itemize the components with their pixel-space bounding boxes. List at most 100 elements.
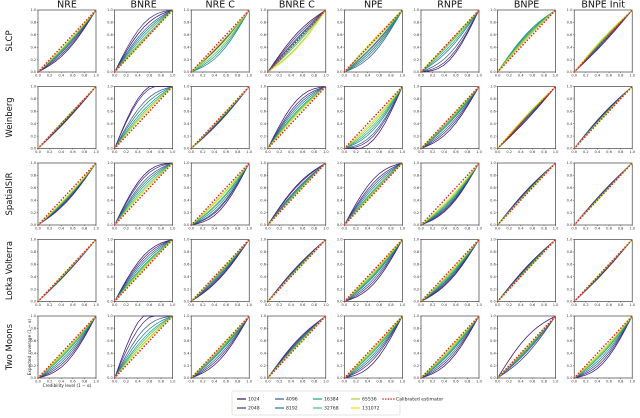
x-tick-label: 0.4 [212, 74, 218, 78]
x-tick-label: 0.0 [342, 74, 348, 78]
y-tick-label: 0.4 [413, 45, 419, 49]
x-tick-label: 0.6 [606, 227, 612, 231]
x-tick-label: 0.2 [506, 303, 512, 307]
y-tick-label: 0.0 [107, 300, 113, 304]
x-tick-label: 0.6 [147, 150, 153, 154]
y-tick-label: 1.0 [184, 85, 190, 89]
x-tick-label: 1.0 [246, 74, 252, 78]
series-line [420, 315, 480, 379]
x-tick-label: 0.0 [265, 150, 271, 154]
y-tick-label: 0.6 [490, 33, 496, 37]
column-title: BNRE [130, 0, 156, 11]
x-tick-label: 0.8 [465, 303, 471, 307]
legend-item: 65536 [351, 397, 377, 403]
series-line [114, 9, 173, 73]
x-tick-label: 0.4 [288, 380, 294, 384]
x-tick-label: 0.4 [365, 303, 371, 307]
series-line [114, 162, 173, 226]
series-line [190, 239, 250, 302]
series-line [114, 86, 173, 149]
series-line [114, 9, 173, 73]
y-tick-label: 0.6 [107, 263, 113, 267]
y-tick-label: 0.4 [260, 45, 266, 49]
x-tick-label: 0.2 [200, 303, 206, 307]
y-tick-label: 0.8 [490, 21, 496, 25]
y-tick-label: 0.0 [260, 70, 266, 74]
series-line [190, 162, 250, 226]
y-tick-label: 0.6 [184, 110, 190, 114]
y-tick-label: 0.0 [30, 70, 36, 74]
x-tick-label: 0.0 [342, 303, 348, 307]
x-tick-label: 0.4 [365, 227, 371, 231]
y-tick-label: 1.0 [30, 314, 36, 318]
y-tick-label: 1.0 [30, 238, 36, 242]
series-line [344, 86, 403, 149]
series-line [267, 9, 327, 73]
x-tick-label: 0.0 [265, 74, 271, 78]
x-tick-label: 0.6 [530, 380, 536, 384]
y-tick-label: 0.8 [107, 327, 113, 331]
series-line [497, 86, 556, 149]
y-tick-label: 0.2 [30, 287, 36, 291]
series-line [267, 162, 327, 226]
series-line [497, 315, 556, 379]
x-tick-label: 0.4 [518, 380, 524, 384]
y-tick-label: 0.8 [413, 174, 419, 178]
series-line [267, 9, 327, 73]
y-tick-label: 0.2 [30, 58, 36, 62]
x-tick-label: 0.0 [265, 380, 271, 384]
y-tick-label: 0.2 [184, 364, 190, 368]
x-tick-label: 0.4 [58, 150, 64, 154]
series-line [344, 162, 403, 226]
series-line [420, 86, 480, 149]
y-tick-label: 0.2 [184, 134, 190, 138]
y-tick-label: 0.8 [490, 327, 496, 331]
series-line [344, 9, 403, 73]
y-tick-label: 1.0 [413, 314, 419, 318]
x-tick-label: 1.0 [553, 380, 559, 384]
y-tick-label: 0.0 [184, 300, 190, 304]
y-tick-label: 0.8 [260, 21, 266, 25]
subplot: 0.00.0 0.2 0.2 0.4 0.4 0.6 0.6 0.8 0.8 1.0 1.0 [337, 85, 406, 154]
x-tick-label: 0.8 [618, 227, 624, 231]
series-line [114, 239, 173, 302]
x-tick-label: 0.2 [430, 227, 436, 231]
y-tick-label: 0.0 [337, 376, 343, 380]
y-tick-label: 0.0 [260, 376, 266, 380]
x-tick-label: 0.8 [311, 227, 317, 231]
x-tick-label: 0.2 [277, 380, 283, 384]
x-tick-label: 0.2 [506, 227, 512, 231]
y-tick-label: 0.8 [567, 250, 573, 254]
x-tick-label: 0.6 [300, 74, 306, 78]
x-tick-label: 0.4 [135, 74, 141, 78]
series-line [114, 315, 173, 379]
y-tick-label: 0.6 [337, 110, 343, 114]
y-tick-label: 0.4 [567, 351, 573, 355]
y-tick-label: 0.8 [107, 97, 113, 101]
y-tick-label: 0.2 [413, 287, 419, 291]
y-tick-label: 0.4 [107, 198, 113, 202]
x-tick-label: 0.2 [123, 150, 129, 154]
x-tick-label: 0.6 [147, 74, 153, 78]
x-tick-label: 0.8 [311, 303, 317, 307]
series-line [190, 9, 250, 73]
y-tick-label: 0.6 [413, 263, 419, 267]
y-tick-label: 0.4 [490, 198, 496, 202]
series-line [267, 162, 327, 226]
x-tick-label: 0.4 [135, 380, 141, 384]
x-tick-label: 0.8 [82, 227, 88, 231]
y-tick-label: 0.6 [490, 186, 496, 190]
x-tick-label: 1.0 [629, 227, 635, 231]
series-line [37, 315, 97, 379]
y-tick-label: 1.0 [30, 161, 36, 165]
y-tick-label: 0.8 [184, 250, 190, 254]
calibrated-line [420, 9, 480, 73]
series-line [267, 9, 327, 73]
subplot: 0.00.0 0.2 0.2 0.4 0.4 0.6 0.6 0.8 0.8 1.0 1.0 [490, 314, 559, 383]
x-tick-label: 0.2 [47, 74, 53, 78]
calibrated-line [420, 238, 480, 303]
series-line [267, 86, 327, 149]
x-tick-label: 0.2 [200, 380, 206, 384]
series-line [420, 315, 480, 379]
legend-label: 131072 [362, 406, 380, 412]
